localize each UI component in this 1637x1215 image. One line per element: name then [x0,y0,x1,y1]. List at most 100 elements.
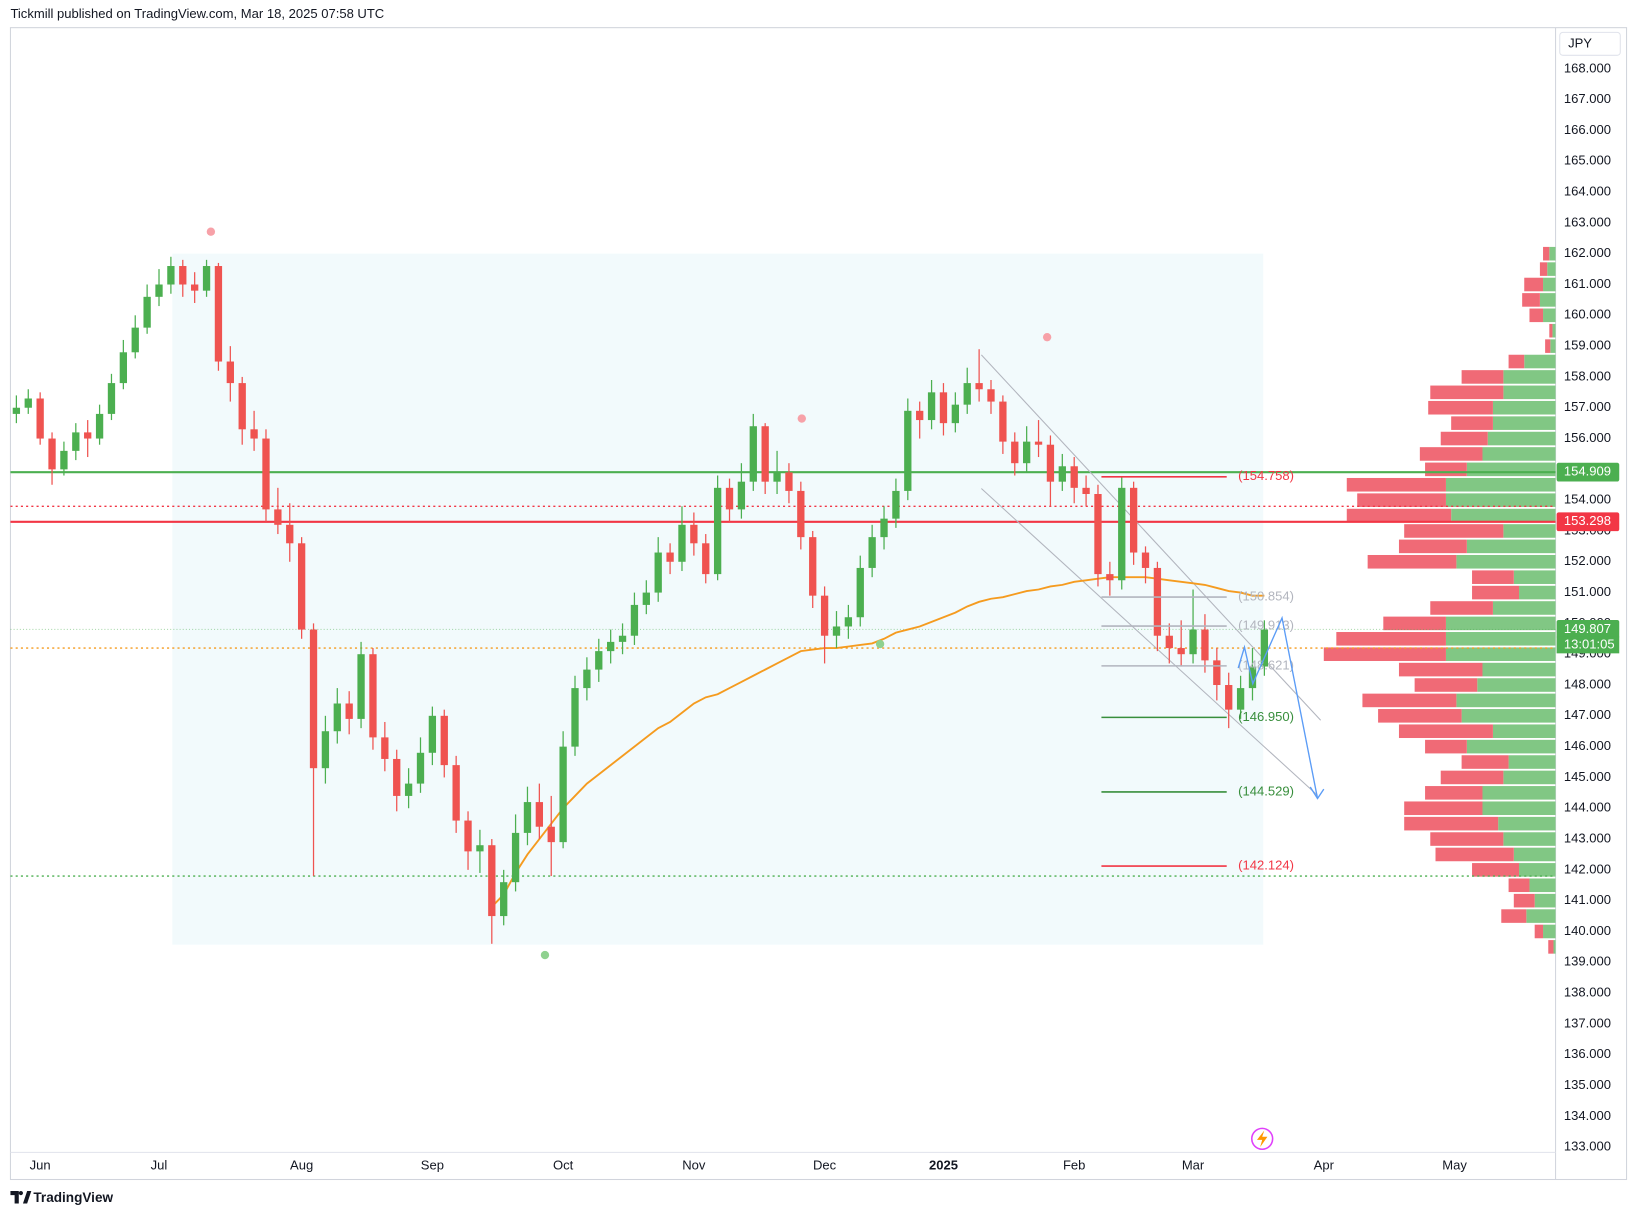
vp-up [1503,770,1556,785]
vp-up [1519,585,1556,600]
footer-brand: TradingView [33,1190,113,1205]
candle-body [690,524,698,544]
candle-body [416,752,425,784]
vp-down [1419,447,1483,461]
candle-body [464,820,472,852]
candle-body [1189,629,1197,655]
vp-up [1553,940,1556,954]
vp-down [1336,632,1446,646]
candle-body [749,426,757,482]
y-tick-label: 147.000 [1564,707,1611,722]
vp-up [1498,816,1556,831]
vp-up [1513,570,1556,584]
candle-body [904,410,912,491]
vp-down [1430,385,1504,400]
y-tick-label: 162.000 [1564,245,1611,260]
candle-body [107,383,116,414]
replay-icon[interactable] [1250,1127,1274,1151]
candle-body [916,410,924,421]
vp-up [1503,385,1556,400]
vp-up [1534,893,1556,908]
y-tick-label: 134.000 [1564,1108,1611,1123]
candle-body [191,284,199,291]
candle-body [963,383,971,405]
y-tick-label: 151.000 [1564,584,1611,599]
candle-body [131,327,139,353]
vp-down [1529,308,1544,323]
x-tick-label: 2025 [929,1157,958,1172]
y-tick-label: 137.000 [1564,1015,1611,1030]
y-tick-label: 158.000 [1564,368,1611,383]
y-tick-label: 164.000 [1564,184,1611,199]
candle-body [844,617,853,627]
targets: (154.758) (150.854) (149.913) (148.621) (146… [1101,468,1294,872]
candle-body [523,802,532,833]
currency[interactable]: JPY [1568,35,1592,50]
vp-down [1357,493,1446,507]
price-label-box [1556,462,1620,482]
vp-up [1526,909,1556,923]
y-tick-label: 154.000 [1564,492,1611,507]
candle-body [713,487,722,575]
candle-body [820,595,829,636]
y-tick-label: 138.000 [1564,985,1611,1000]
vp-down [1472,863,1520,877]
replay-icon-bolt[interactable] [1256,1130,1268,1148]
candle-body [24,398,32,408]
y-tick-label: 167.000 [1564,91,1611,106]
vp-down [1398,724,1493,739]
x-tick-label: Jun [30,1157,51,1172]
vp-up [1539,293,1556,307]
x-tick-label: Apr [1314,1157,1335,1172]
target-label: (144.529) [1238,783,1294,798]
target-label: (150.854) [1238,589,1294,604]
vp-up [1445,493,1556,507]
countdown-box [1556,636,1620,654]
candle-body [60,450,68,470]
vp-up [1456,693,1556,708]
replay-icon-circle[interactable] [1250,1127,1274,1151]
vp-down [1430,601,1493,615]
vp-up [1445,647,1556,661]
candle-body [476,845,484,852]
candle-body [1023,441,1031,464]
candle-body [262,438,270,510]
candle-body [1046,444,1055,482]
x-tick-label: Oct [553,1157,574,1172]
vp-up [1503,832,1556,846]
pivot-dot [797,414,806,423]
candle-body [119,352,128,384]
logo-mark [10,1190,32,1204]
axes: 133.000 134.000 135.000 136.000 137.000 138.0… [30,60,1620,1172]
vp-down [1430,832,1504,846]
candle-body [488,845,496,917]
x-tick-label: Feb [1063,1157,1085,1172]
vp-down [1534,924,1544,939]
vp-up [1513,847,1556,862]
x-tick-label: Dec [813,1157,837,1172]
candle-body [452,765,460,821]
candle-body [761,426,769,482]
candle-body [1153,567,1162,636]
candle-body [535,802,544,827]
vp-down [1545,339,1551,353]
vp-down [1501,909,1527,923]
y-tick-label: 161.000 [1564,276,1611,291]
candle-body [238,383,246,430]
candle-body [595,651,603,670]
currency-box[interactable] [1559,31,1621,56]
candle-body [785,472,793,491]
y-tick-label: 146.000 [1564,738,1611,753]
vp-up [1543,277,1556,292]
vp-down [1398,662,1483,677]
vp-down [1451,416,1493,430]
candle-body [250,429,258,439]
candle-body [559,746,567,843]
vp-up [1466,462,1556,477]
y-tick-label: 157.000 [1564,399,1611,414]
vp-up [1492,601,1556,615]
candle-body [1165,635,1173,649]
y-tick-label: 142.000 [1564,861,1611,876]
candle-body [500,882,508,917]
candle-body [1177,648,1185,655]
